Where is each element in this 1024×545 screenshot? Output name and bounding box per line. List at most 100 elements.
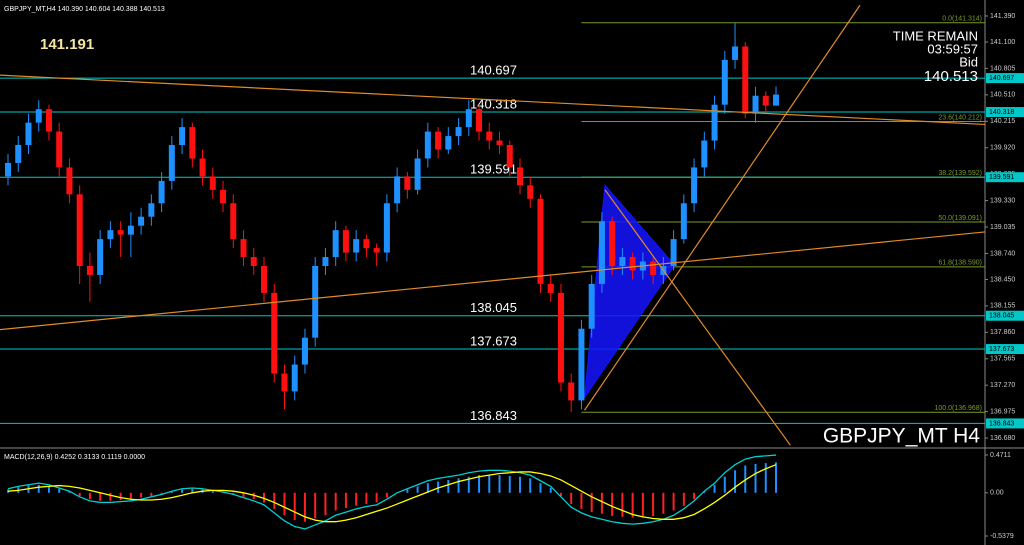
candle-body — [650, 261, 657, 275]
fib-label: 0.0(141.314) — [942, 16, 982, 23]
candle-body — [752, 95, 759, 114]
candle-body — [383, 203, 390, 253]
y-tick-label: 138.740 — [990, 250, 1015, 257]
candle-body — [291, 364, 298, 392]
candle-body — [332, 230, 339, 258]
candle-body — [199, 158, 206, 177]
candle-body — [773, 94, 779, 106]
candle-body — [414, 158, 421, 190]
candle-body — [250, 257, 257, 266]
candle-body — [189, 127, 196, 159]
bid-label: Bid — [959, 54, 978, 69]
chart-title: GBPJPY_MT,H4 140.390 140.604 140.388 140… — [4, 6, 165, 13]
level-label: 138.045 — [470, 300, 517, 315]
candle-body — [486, 131, 493, 141]
candle-body — [609, 221, 616, 266]
y-tick-label: -0.5379 — [990, 533, 1014, 540]
candle-body — [363, 239, 370, 249]
candle-body — [209, 176, 216, 190]
y-tick-label: 0.4711 — [990, 452, 1011, 459]
candle-body — [732, 46, 739, 60]
price-axis: 141.390 141.100 140.805 140.510 140.215 139.9… — [985, 13, 1024, 540]
candle-body — [322, 257, 329, 266]
candle-body — [619, 257, 626, 266]
candle-body — [701, 140, 708, 168]
level-price-box — [986, 418, 1024, 429]
bid-value: 140.513 — [924, 68, 978, 85]
candle-body — [312, 265, 319, 338]
candle-body — [435, 131, 442, 150]
candle-body — [465, 109, 472, 128]
level-label: 140.697 — [470, 63, 517, 78]
candle-body — [578, 328, 585, 401]
main-plot: 0.0(141.314) 23.6(140.212) 38.2(139.592) 50… — [0, 4, 985, 446]
candle-body — [5, 162, 11, 177]
level-price: 136.843 — [989, 420, 1014, 427]
candle-body — [568, 382, 575, 401]
candle-body — [148, 203, 155, 217]
macd-plot — [7, 454, 777, 530]
candle-body — [56, 131, 63, 168]
y-tick-label: 139.330 — [990, 197, 1015, 204]
level-price: 139.591 — [989, 174, 1014, 181]
level-label: 137.673 — [470, 333, 517, 348]
level-price: 140.318 — [989, 109, 1014, 116]
candle-body — [762, 95, 769, 106]
candle-body — [496, 140, 503, 146]
candle-body — [557, 292, 564, 383]
y-tick-label: 141.390 — [990, 13, 1015, 20]
level-price-box — [986, 172, 1024, 183]
candle-body — [158, 180, 165, 204]
candle-body — [691, 167, 698, 204]
y-tick-label: 136.680 — [990, 435, 1015, 442]
candle-body — [424, 131, 431, 159]
y-tick-label: 137.860 — [990, 329, 1015, 336]
level-price-box — [986, 107, 1024, 118]
fib-label: 50.0(139.091) — [938, 215, 982, 222]
candle-body — [445, 136, 452, 150]
candle-body — [711, 104, 718, 141]
candle-body — [353, 239, 360, 253]
candle-body — [721, 59, 728, 105]
candle-body — [97, 239, 104, 275]
trendline — [0, 231, 985, 331]
candle-body — [66, 167, 73, 195]
candle-body — [394, 176, 401, 204]
y-tick-label: 139.035 — [990, 224, 1015, 231]
fib-label: 23.6(140.212) — [938, 114, 982, 121]
y-tick-label: 138.155 — [990, 303, 1015, 310]
symbol-label: GBPJPY_MT H4 — [823, 425, 980, 448]
candle-body — [527, 185, 534, 199]
candle-body — [598, 221, 605, 284]
candle-body — [373, 248, 380, 253]
candle-body — [281, 373, 288, 392]
candle-body — [138, 216, 145, 226]
candle-body — [45, 109, 52, 132]
candle-body — [117, 230, 124, 235]
level-price: 138.045 — [989, 313, 1014, 320]
candle-body — [76, 194, 83, 266]
candle-body — [127, 225, 134, 235]
fib-label: 61.8(138.590) — [938, 260, 982, 267]
candle-body — [588, 283, 595, 329]
candle-body — [547, 283, 554, 293]
y-tick-label: 137.270 — [990, 382, 1015, 389]
level-price-box — [986, 310, 1024, 321]
candle-body — [240, 239, 247, 258]
candle-body — [404, 176, 411, 190]
candle-body — [179, 127, 186, 146]
candle-body — [506, 145, 513, 168]
candle-body — [455, 127, 462, 137]
level-price: 137.673 — [989, 346, 1014, 353]
high-annotation: 141.191 — [40, 36, 94, 53]
candle-body — [301, 337, 308, 365]
level-price: 140.697 — [989, 75, 1014, 82]
y-tick-label: 0.00 — [990, 490, 1004, 497]
fib-label: 100.0(136.968) — [935, 405, 982, 412]
candle-body — [629, 257, 636, 271]
triangle-object — [584, 184, 676, 398]
candle-body — [230, 203, 237, 240]
